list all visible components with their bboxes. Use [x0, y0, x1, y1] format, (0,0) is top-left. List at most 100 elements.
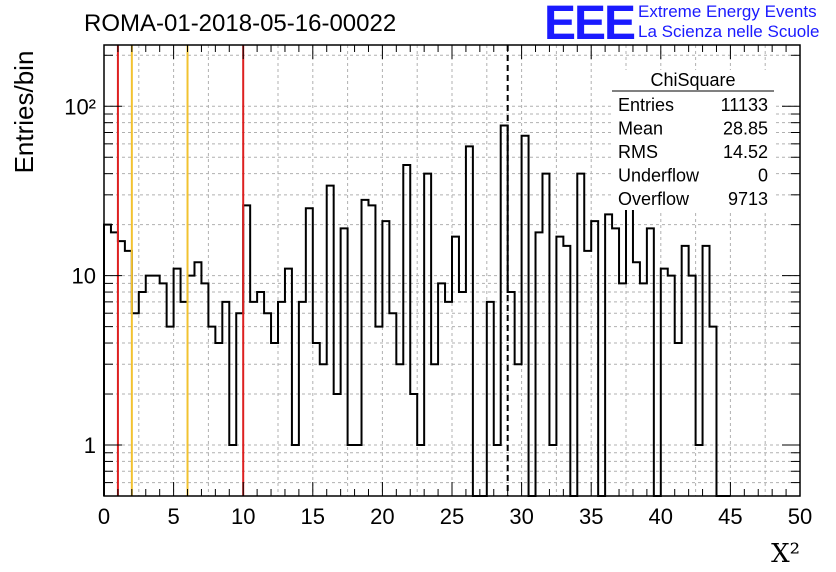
histogram-bin — [236, 313, 243, 496]
x-axis-label: X² — [771, 539, 800, 569]
x-tick-label: 25 — [440, 504, 464, 529]
histogram-bin — [633, 262, 640, 496]
histogram-bin — [563, 246, 570, 496]
histogram-bin — [201, 283, 208, 496]
histogram-bin — [264, 313, 271, 496]
histogram-bin — [508, 292, 515, 496]
stats-row-value: 0 — [758, 166, 768, 186]
histogram-bin — [181, 302, 188, 496]
histogram-bin — [362, 200, 369, 496]
x-tick-label: 0 — [98, 504, 110, 529]
histogram-bin — [668, 276, 675, 496]
histogram-bin — [584, 251, 591, 496]
histogram-bin — [522, 136, 529, 496]
histogram-bin — [577, 174, 584, 496]
histogram-bin — [536, 232, 543, 496]
histogram-bin — [334, 394, 341, 496]
x-tick-label: 5 — [167, 504, 179, 529]
histogram-bin — [167, 327, 174, 496]
histogram-bin — [515, 364, 522, 496]
histogram-bin — [215, 343, 222, 496]
histogram-step-outline — [103, 124, 731, 497]
histogram-bin — [257, 292, 264, 496]
stats-row-label: RMS — [618, 142, 658, 162]
histogram-bin — [299, 302, 306, 496]
stats-row-label: Overflow — [618, 189, 690, 209]
y-tick-label: 10² — [64, 94, 96, 119]
histogram-bin — [125, 251, 132, 496]
x-tick-label: 35 — [579, 504, 603, 529]
histogram-bin — [494, 445, 501, 496]
histogram-bin — [250, 302, 257, 496]
histogram-bin — [146, 276, 153, 496]
histogram-bin — [229, 445, 236, 496]
eee-logo: EEE — [544, 0, 636, 50]
histogram-bin — [542, 174, 549, 496]
histogram-bin — [368, 205, 375, 496]
histogram-bin — [355, 445, 362, 496]
histogram-bin — [188, 276, 195, 496]
x-tick-label: 10 — [231, 504, 255, 529]
histogram-bin — [118, 241, 125, 496]
x-tick-label: 30 — [509, 504, 533, 529]
histogram-bin — [320, 364, 327, 496]
stats-row-label: Underflow — [618, 166, 700, 186]
axis-ticks: 0 5 10 15 20 25 30 35 40 45 50 1 10 10² — [64, 45, 812, 529]
logo-text-line2: La Scienza nelle Scuole — [638, 22, 820, 41]
histogram-bin — [452, 237, 459, 496]
stats-row-value: 14.52 — [723, 142, 768, 162]
histogram-bin — [243, 205, 250, 496]
histogram-bin — [626, 174, 633, 496]
histogram-bin — [417, 445, 424, 496]
x-tick-label: 45 — [718, 504, 742, 529]
histogram-bin — [222, 302, 229, 496]
histogram-bin — [292, 445, 299, 496]
histogram-bin — [327, 186, 334, 496]
stats-row-label: Entries — [618, 95, 674, 115]
logo-text-line1: Extreme Energy Events — [638, 2, 817, 21]
chart-title: ROMA-01-2018-05-16-00022 — [84, 10, 397, 37]
histogram-bin — [313, 343, 320, 496]
histogram-bars — [103, 124, 731, 497]
histogram-bin — [271, 343, 278, 496]
histogram-bin — [139, 292, 146, 496]
grid — [104, 45, 800, 496]
histogram-bin — [466, 146, 473, 496]
histogram-bin — [619, 283, 626, 496]
stats-title: ChiSquare — [650, 70, 735, 90]
histogram-bin — [591, 221, 598, 496]
y-tick-label: 1 — [84, 433, 96, 458]
histogram-bin — [424, 174, 431, 496]
histogram-bin — [682, 246, 689, 496]
x-tick-label: 50 — [788, 504, 812, 529]
histogram-bin — [640, 283, 647, 496]
histogram-bin — [382, 221, 389, 496]
histogram-bin — [612, 228, 619, 496]
x-tick-label: 40 — [649, 504, 673, 529]
histogram-bin — [278, 302, 285, 496]
stats-row-label: Mean — [618, 119, 663, 139]
histogram-bin — [703, 246, 710, 496]
histogram-bin — [459, 292, 466, 496]
histogram-bin — [431, 364, 438, 496]
histogram-bin — [348, 445, 355, 496]
histogram-bin — [445, 302, 452, 496]
histogram-bin — [104, 225, 111, 496]
histogram-bin — [341, 228, 348, 496]
histogram-bin — [306, 208, 313, 496]
histogram-bin — [487, 302, 494, 496]
histogram-bin — [403, 165, 410, 496]
stats-row-value: 28.85 — [723, 119, 768, 139]
histogram-bin — [605, 214, 612, 496]
histogram-bin — [675, 343, 682, 496]
histogram-bin — [410, 394, 417, 496]
histogram-bin — [194, 262, 201, 496]
histogram-bin — [153, 276, 160, 496]
histogram-bin — [375, 327, 382, 496]
histogram-bin — [689, 276, 696, 496]
x-tick-label: 15 — [301, 504, 325, 529]
histogram-bin — [549, 445, 556, 496]
histogram-bin — [696, 445, 703, 496]
histogram-bin — [132, 313, 139, 496]
y-tick-label: 10 — [72, 264, 96, 289]
